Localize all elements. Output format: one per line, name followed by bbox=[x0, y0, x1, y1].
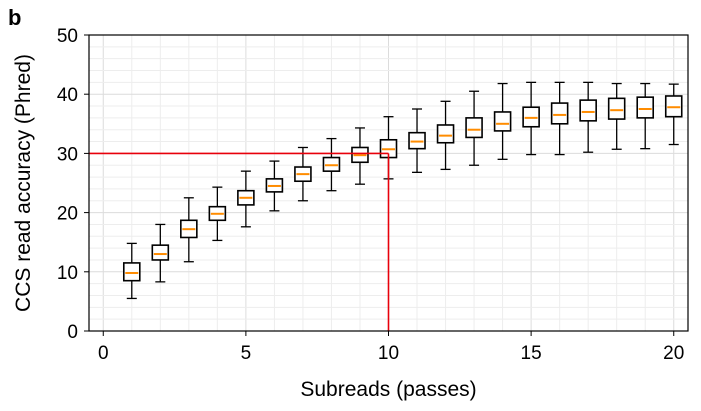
iqr-box bbox=[636, 96, 655, 119]
box-15 bbox=[522, 81, 540, 156]
y-axis-ticks: 0 10 20 30 40 50 bbox=[57, 26, 89, 343]
box-3 bbox=[180, 197, 198, 263]
iqr-box bbox=[493, 111, 512, 132]
box-14 bbox=[493, 82, 512, 160]
x-tick-label: 10 bbox=[378, 343, 399, 364]
box-13 bbox=[465, 90, 483, 166]
y-tick-label: 40 bbox=[57, 85, 78, 106]
x-axis-ticks: 0 5 10 15 20 bbox=[98, 331, 684, 364]
iqr-box bbox=[151, 244, 170, 261]
y-tick-label: 10 bbox=[57, 263, 78, 284]
iqr-box bbox=[607, 97, 626, 120]
box-6 bbox=[265, 160, 284, 212]
box-7 bbox=[294, 146, 312, 202]
box-12 bbox=[436, 100, 455, 171]
boxes bbox=[122, 81, 683, 300]
reference-lines bbox=[89, 152, 390, 331]
box-2 bbox=[151, 223, 170, 283]
iqr-box bbox=[550, 102, 569, 125]
panel-label: b bbox=[8, 5, 21, 30]
box-9 bbox=[351, 127, 369, 185]
box-11 bbox=[408, 108, 426, 173]
x-tick-label: 0 bbox=[98, 343, 109, 364]
iqr-box bbox=[122, 262, 141, 282]
x-tick-label: 15 bbox=[521, 343, 542, 364]
y-tick-label: 30 bbox=[57, 144, 78, 165]
box-20 bbox=[664, 83, 683, 146]
box-1 bbox=[122, 242, 141, 300]
iqr-box bbox=[436, 124, 455, 144]
iqr-box bbox=[579, 99, 597, 122]
x-tick-label: 20 bbox=[663, 343, 684, 364]
box-4 bbox=[208, 186, 227, 242]
box-17 bbox=[579, 81, 597, 153]
box-18 bbox=[607, 82, 626, 150]
y-tick-label: 20 bbox=[57, 204, 78, 225]
x-axis-label: Subreads (passes) bbox=[300, 378, 476, 401]
y-axis-label: CCS read accuracy (Phred) bbox=[12, 54, 35, 312]
box-8 bbox=[322, 137, 341, 192]
box-16 bbox=[550, 81, 569, 156]
box-5 bbox=[237, 170, 255, 228]
x-tick-label: 5 bbox=[241, 343, 252, 364]
box-19 bbox=[636, 82, 655, 150]
iqr-box bbox=[465, 117, 483, 139]
y-tick-label: 50 bbox=[57, 26, 78, 47]
y-tick-label: 0 bbox=[67, 322, 78, 343]
